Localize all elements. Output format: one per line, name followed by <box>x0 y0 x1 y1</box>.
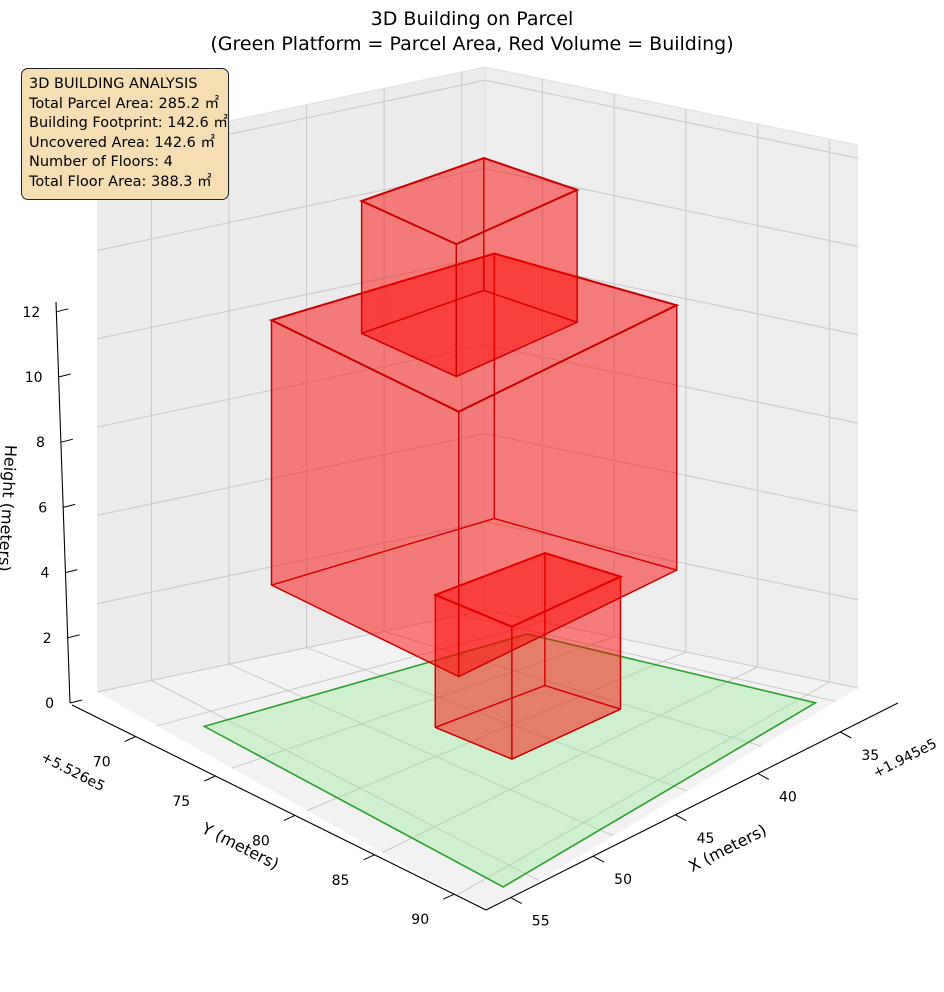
analysis-info-box: 3D BUILDING ANALYSIS Total Parcel Area: … <box>21 68 229 200</box>
y-tick <box>363 854 375 861</box>
y-tick <box>442 893 455 900</box>
z-tick-label: 0 <box>45 696 54 712</box>
x-axis-line <box>485 702 899 911</box>
info-total-floor-area: Total Floor Area: 388.3 ㎡ <box>29 173 212 190</box>
x-tick-label: 35 <box>861 748 879 764</box>
building-top-edge <box>432 552 624 628</box>
z-tick <box>65 569 78 574</box>
z-gridline-left-wall <box>96 168 486 251</box>
grid-lines <box>96 71 859 896</box>
x-tick-label: 45 <box>697 831 715 847</box>
y-axis-line <box>71 704 487 911</box>
z-tick <box>56 308 69 313</box>
y-gridline-floor <box>306 651 686 811</box>
z-tick-label: 4 <box>40 566 49 582</box>
x-gridline-floor <box>151 680 540 882</box>
z-gridline-left-wall <box>96 521 486 605</box>
parcel-platform <box>202 633 818 888</box>
x-gridline-floor <box>383 630 762 747</box>
z-tick <box>69 699 83 704</box>
z-gridline-left-wall <box>96 344 486 428</box>
info-uncovered-area: Uncovered Area: 142.6 ㎡ <box>29 134 216 151</box>
x-tick <box>592 855 605 863</box>
x-tick <box>840 731 852 739</box>
info-heading: 3D BUILDING ANALYSIS <box>29 76 198 92</box>
x-axis-label: X (meters) <box>685 820 769 876</box>
chart-title-line-2: (Green Platform = Parcel Area, Red Volum… <box>210 33 733 55</box>
pane-edge <box>484 66 859 146</box>
building-top-edge <box>268 252 680 413</box>
z-tick <box>58 373 71 378</box>
z-axis-line <box>55 301 71 704</box>
z-tick-label: 2 <box>43 631 52 647</box>
z-axis-label: Height (meters) <box>0 444 20 572</box>
info-parcel-area: Total Parcel Area: 285.2 ㎡ <box>29 95 220 112</box>
z-gridline-left-wall <box>96 432 486 516</box>
y-tick <box>124 736 136 742</box>
z-gridline-right-wall <box>484 168 859 247</box>
y-tick-label: 90 <box>411 912 429 928</box>
x-gridline-floor <box>228 663 614 837</box>
y-gridline-floor <box>381 666 758 854</box>
z-tick <box>67 634 80 639</box>
x-gridline-floor <box>306 647 688 792</box>
z-gridline-right-wall <box>484 432 859 512</box>
z-tick <box>63 503 76 508</box>
y-tick-label: 75 <box>172 794 190 810</box>
z-tick-label: 12 <box>22 305 40 321</box>
x-tick <box>757 772 770 780</box>
x-tick <box>675 814 687 822</box>
floor-pane <box>97 610 858 912</box>
z-tick-label: 8 <box>36 435 45 451</box>
y-tick <box>204 775 216 782</box>
building-box-floor-4 <box>358 156 580 378</box>
z-tick-label: 10 <box>25 370 43 386</box>
z-tick-label: 6 <box>38 500 47 516</box>
z-gridline-right-wall <box>484 79 859 159</box>
y-tick-label: 80 <box>252 833 270 849</box>
z-gridline-right-wall <box>484 521 859 601</box>
x-tick <box>510 897 522 905</box>
y-tick <box>283 814 296 821</box>
info-building-footprint: Building Footprint: 142.6 ㎡ <box>29 115 228 132</box>
back-left-pane <box>97 67 485 692</box>
axis-panes <box>97 67 858 912</box>
data-volumes <box>202 156 818 888</box>
building-box-floor-1 <box>432 552 624 760</box>
x-offset-label: +1.945e5 <box>871 736 940 782</box>
y-tick-label: 70 <box>93 755 111 771</box>
y-gridline-floor <box>456 681 830 896</box>
info-number-of-floors: Number of Floors: 4 <box>29 154 173 171</box>
x-tick-label: 40 <box>779 789 797 805</box>
y-tick-label: 85 <box>332 873 350 889</box>
building-top-edge <box>358 156 580 246</box>
z-gridline-right-wall <box>484 256 859 336</box>
z-gridline-right-wall <box>484 609 859 689</box>
chart-title-line-1: 3D Building on Parcel <box>371 8 574 30</box>
x-tick-label: 50 <box>614 872 632 888</box>
y-gridline-floor <box>231 636 615 769</box>
back-right-pane <box>485 67 858 688</box>
tick-marks: 0 2 4 6 8 10 12 70 75 80 85 90 35 40 45 50 55 <box>22 305 879 930</box>
z-gridline-left-wall <box>96 609 486 693</box>
y-gridline-floor <box>156 621 543 727</box>
z-tick <box>60 438 74 443</box>
x-tick-label: 55 <box>532 914 550 930</box>
x-gridline-floor <box>461 614 836 702</box>
z-gridline-right-wall <box>484 344 859 424</box>
z-gridline-left-wall <box>96 256 486 340</box>
building-box-floor-2-3 <box>268 252 680 678</box>
